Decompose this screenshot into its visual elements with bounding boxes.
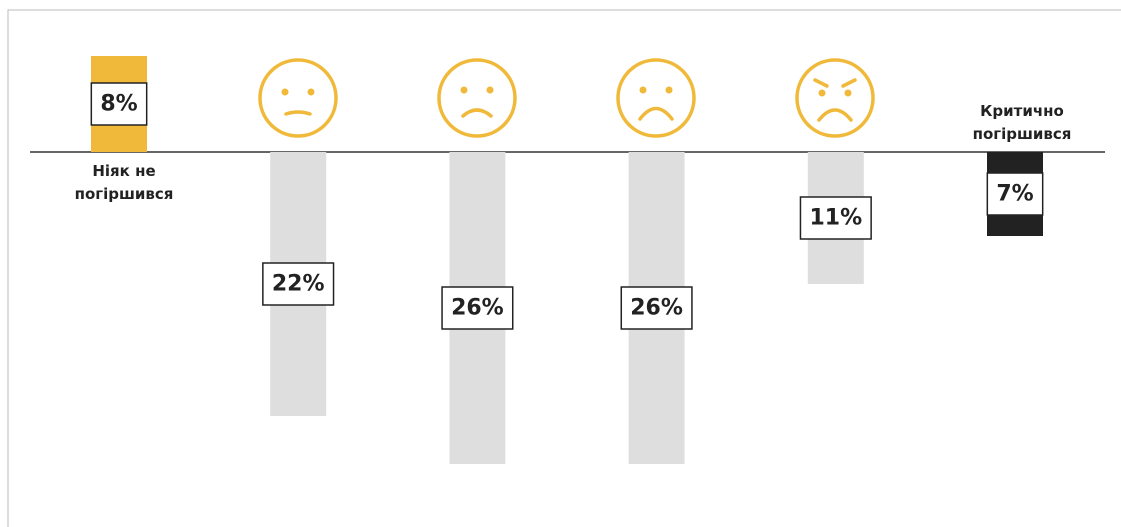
value-label: 7% (996, 182, 1033, 207)
value-box (262, 262, 335, 306)
face-1 (258, 58, 338, 138)
value-label: 22% (272, 272, 325, 297)
value-box (90, 82, 148, 126)
value-box (799, 196, 872, 240)
value-box (620, 286, 693, 330)
face-2 (437, 58, 517, 138)
value-box (986, 172, 1044, 216)
value-label: 11% (809, 206, 862, 231)
face-3 (616, 58, 696, 138)
value-label: 26% (451, 296, 504, 321)
value-box (441, 286, 514, 330)
value-label: 8% (100, 92, 137, 117)
category-label: Ніяк не погіршився (74, 162, 174, 203)
frame (7, 9, 1121, 527)
face-4 (795, 58, 875, 138)
category-label: Критично погіршився (972, 102, 1072, 143)
value-label: 26% (630, 296, 683, 321)
